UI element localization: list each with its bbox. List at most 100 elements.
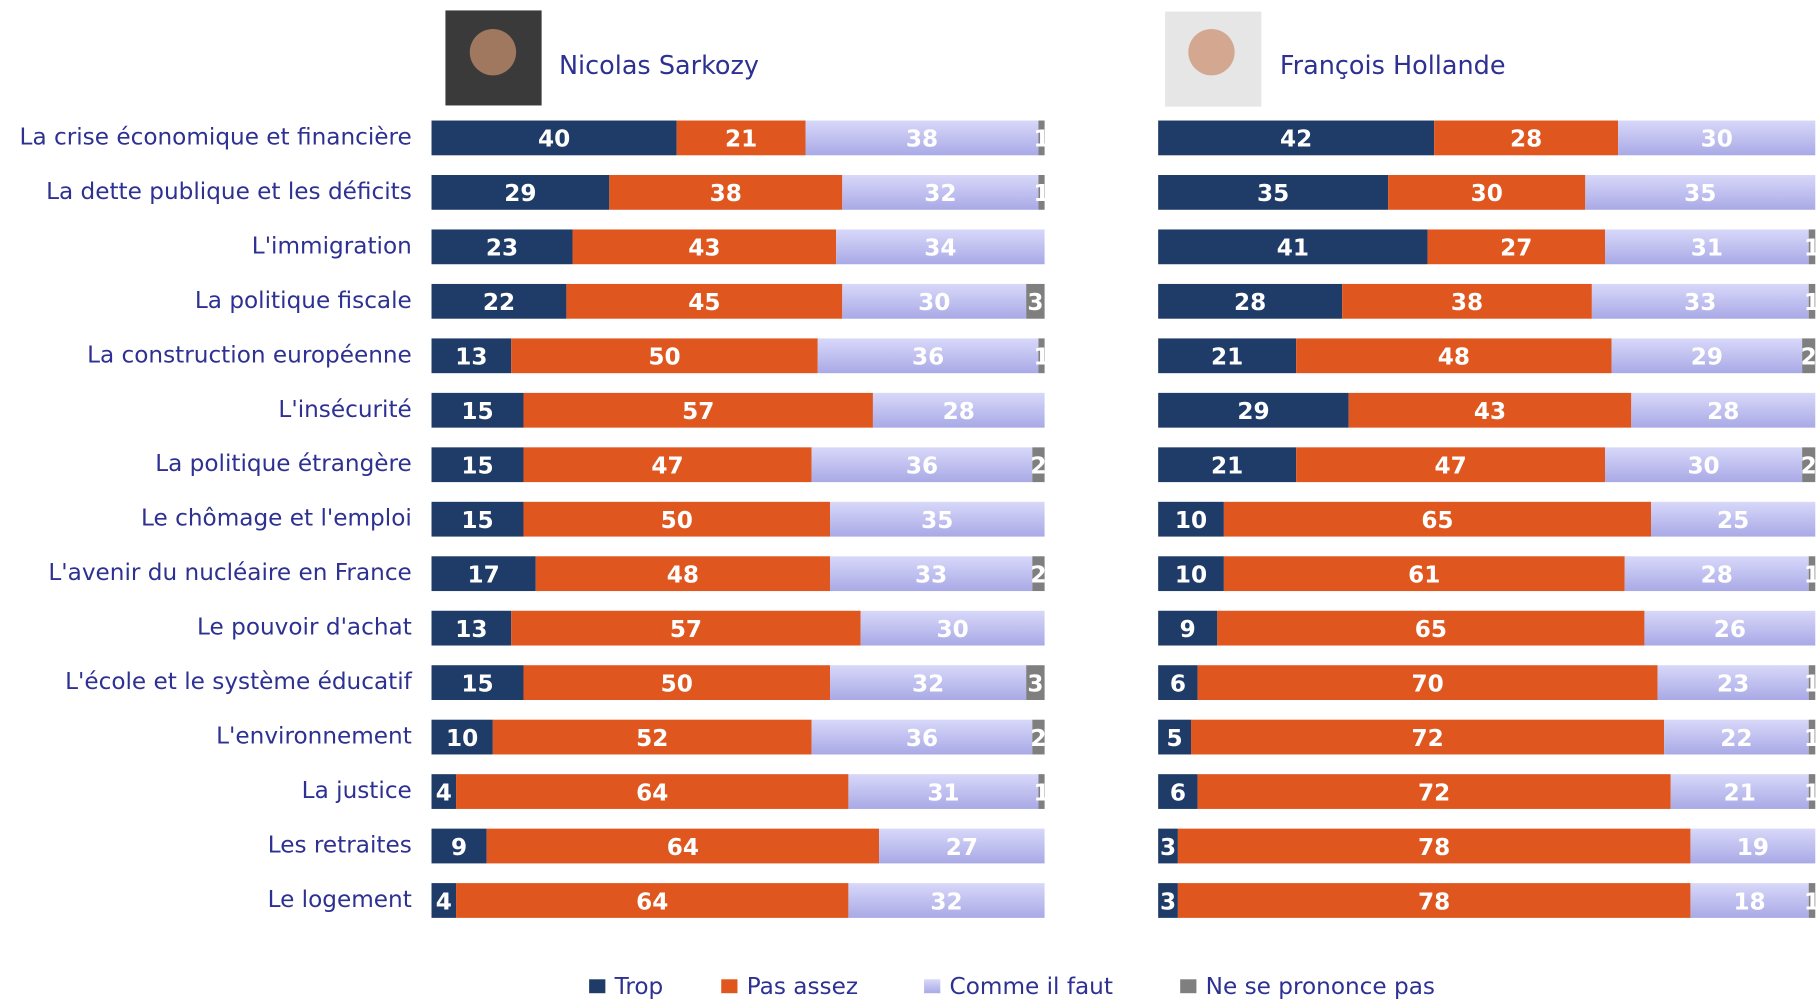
value-label: 31 [927, 779, 959, 806]
category-label: L'environnement [216, 723, 412, 750]
value-label: 35 [1684, 180, 1716, 207]
portrait-face [1188, 29, 1234, 75]
value-label: 1 [1804, 289, 1818, 316]
value-label: 10 [1175, 507, 1207, 534]
value-label: 30 [1687, 453, 1719, 480]
value-label: 43 [1474, 398, 1506, 425]
value-label: 64 [667, 834, 699, 861]
value-label: 1 [1033, 779, 1049, 806]
value-label: 27 [946, 834, 978, 861]
value-label: 10 [1175, 561, 1207, 588]
value-label: 1 [1804, 779, 1818, 806]
value-label: 28 [1701, 561, 1733, 588]
value-label: 65 [1415, 616, 1447, 643]
value-label: 6 [1170, 779, 1186, 806]
legend-swatch [924, 979, 940, 993]
value-label: 19 [1737, 834, 1769, 861]
legend-swatch [589, 979, 605, 993]
value-label: 3 [1160, 888, 1176, 915]
value-label: 47 [651, 453, 683, 480]
value-label: 25 [1717, 507, 1749, 534]
value-label: 61 [1408, 561, 1440, 588]
value-label: 32 [912, 670, 944, 697]
value-label: 32 [924, 180, 956, 207]
value-label: 33 [1684, 289, 1716, 316]
value-label: 65 [1421, 507, 1453, 534]
value-label: 70 [1411, 670, 1443, 697]
value-label: 15 [461, 398, 493, 425]
value-label: 1 [1033, 180, 1049, 207]
category-label: Le pouvoir d'achat [197, 614, 412, 641]
value-label: 13 [455, 616, 487, 643]
value-label: 28 [1510, 126, 1542, 153]
legend-label: Ne se prononce pas [1206, 973, 1435, 999]
value-label: 41 [1277, 235, 1309, 262]
value-label: 35 [1257, 180, 1289, 207]
value-label: 28 [1234, 289, 1266, 316]
category-label: L'école et le système éducatif [65, 668, 413, 695]
value-label: 50 [648, 344, 680, 371]
value-label: 48 [1438, 344, 1470, 371]
value-label: 21 [725, 126, 757, 153]
value-label: 50 [661, 507, 693, 534]
chart-title: François Hollande [1280, 51, 1506, 81]
value-label: 34 [924, 235, 956, 262]
value-label: 10 [446, 725, 478, 752]
value-label: 36 [906, 453, 938, 480]
value-label: 57 [670, 616, 702, 643]
value-label: 31 [1691, 235, 1723, 262]
value-label: 38 [710, 180, 742, 207]
value-label: 78 [1418, 834, 1450, 861]
value-label: 21 [1724, 779, 1756, 806]
value-label: 13 [455, 344, 487, 371]
value-label: 1 [1804, 888, 1818, 915]
value-label: 1 [1033, 344, 1049, 371]
value-label: 15 [461, 507, 493, 534]
value-label: 29 [1691, 344, 1723, 371]
value-label: 15 [461, 670, 493, 697]
value-label: 40 [538, 126, 570, 153]
value-label: 52 [636, 725, 668, 752]
value-label: 42 [1280, 126, 1312, 153]
legend-label: Comme il faut [950, 973, 1113, 999]
category-label: Le logement [268, 886, 412, 913]
value-label: 28 [943, 398, 975, 425]
value-label: 2 [1030, 725, 1046, 752]
value-label: 38 [906, 126, 938, 153]
value-label: 32 [930, 888, 962, 915]
category-label: La politique étrangère [155, 450, 412, 477]
value-label: 30 [1701, 126, 1733, 153]
value-label: 1 [1804, 670, 1818, 697]
value-label: 21 [1211, 453, 1243, 480]
category-label: La dette publique et les déficits [46, 178, 412, 205]
value-label: 6 [1170, 670, 1186, 697]
legend-label: Pas assez [747, 973, 858, 999]
value-label: 30 [937, 616, 969, 643]
category-label: La justice [302, 777, 412, 804]
chart: Nicolas Sarkozy François Hollande La cri… [0, 0, 1818, 999]
value-label: 29 [504, 180, 536, 207]
category-label: L'insécurité [278, 396, 411, 423]
value-label: 21 [1211, 344, 1243, 371]
category-label: Le chômage et l'emploi [141, 505, 412, 532]
chart-title: Nicolas Sarkozy [559, 51, 759, 81]
value-label: 23 [1717, 670, 1749, 697]
value-label: 45 [688, 289, 720, 316]
value-label: 1 [1033, 126, 1049, 153]
value-label: 72 [1411, 725, 1443, 752]
value-label: 30 [1471, 180, 1503, 207]
value-label: 22 [1720, 725, 1752, 752]
value-label: 47 [1434, 453, 1466, 480]
value-label: 27 [1500, 235, 1532, 262]
value-label: 29 [1237, 398, 1269, 425]
value-label: 1 [1804, 725, 1818, 752]
category-label: La crise économique et financière [20, 123, 412, 150]
value-label: 64 [636, 888, 668, 915]
value-label: 4 [436, 779, 452, 806]
category-label: La politique fiscale [195, 287, 412, 314]
legend-swatch [721, 979, 737, 993]
category-label: L'avenir du nucléaire en France [48, 559, 411, 586]
value-label: 57 [682, 398, 714, 425]
category-label: L'immigration [252, 232, 412, 259]
value-label: 26 [1714, 616, 1746, 643]
